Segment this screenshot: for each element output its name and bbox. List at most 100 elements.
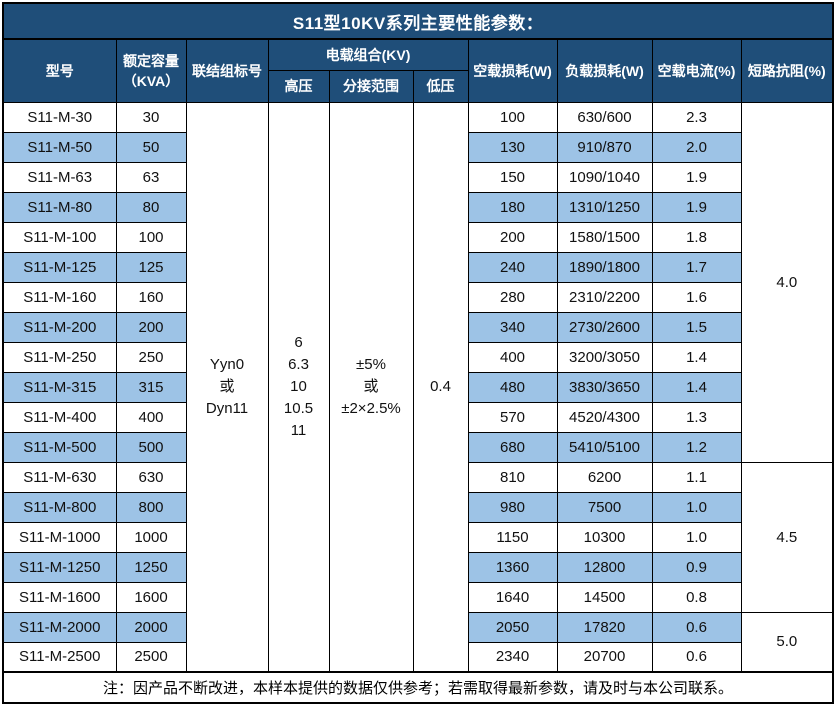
cell-no-load-loss: 570 — [467, 401, 558, 433]
table-row: S11-M-63 63 150 1090/1040 1.9 — [2, 161, 833, 193]
table-row: S11-M-315 315 480 3830/3650 1.4 — [2, 371, 833, 403]
header-voltage-combination: 电载组合(KV) — [267, 38, 469, 71]
cell-load-loss: 1310/1250 — [556, 191, 653, 223]
cell-load-loss: 12800 — [556, 551, 653, 583]
header-tap-range: 分接范围 — [328, 69, 414, 103]
cell-capacity: 1600 — [115, 581, 187, 613]
cell-load-loss: 17820 — [556, 611, 653, 643]
cell-no-load-current: 1.3 — [651, 401, 742, 433]
cell-no-load-current: 1.4 — [651, 371, 742, 403]
cell-no-load-loss: 180 — [467, 191, 558, 223]
cell-load-loss: 10300 — [556, 521, 653, 553]
table-body: S11-M-30 30 Yyn0 或 Dyn11 6 6.3 10 10.5 11 ±5% 或 ±2×2… — [2, 101, 834, 673]
cell-no-load-loss: 1360 — [467, 551, 558, 583]
cell-no-load-loss: 480 — [467, 371, 558, 403]
cell-no-load-current: 0.9 — [651, 551, 742, 583]
header-low-voltage: 低压 — [412, 69, 469, 103]
cell-connection-group-line: 或 — [219, 377, 235, 395]
cell-no-load-loss: 200 — [467, 221, 558, 253]
table-row: S11-M-2000 2000 2050 17820 0.6 5.0 — [2, 611, 834, 673]
cell-model: S11-M-2000 — [2, 611, 117, 643]
cell-no-load-current: 1.4 — [651, 341, 742, 373]
cell-capacity: 315 — [115, 371, 187, 403]
cell-no-load-current: 0.6 — [651, 641, 742, 673]
cell-capacity: 63 — [115, 161, 187, 193]
cell-impedance: 5.0 — [740, 611, 834, 673]
cell-no-load-current: 2.0 — [651, 131, 742, 163]
cell-load-loss: 5410/5100 — [556, 431, 653, 463]
table-row: S11-M-400 400 570 4520/4300 1.3 — [2, 401, 833, 433]
table-row: S11-M-100 100 200 1580/1500 1.8 — [2, 221, 833, 253]
header-no-load-current: 空载电流(%) — [651, 38, 742, 103]
cell-load-loss: 3200/3050 — [556, 341, 653, 373]
header-high-voltage: 高压 — [267, 69, 330, 103]
cell-model: S11-M-500 — [2, 431, 117, 463]
cell-capacity: 160 — [115, 281, 187, 313]
cell-no-load-current: 1.8 — [651, 221, 742, 253]
cell-high-voltage-line: 11 — [290, 421, 307, 439]
cell-high-voltage-line: 6.3 — [288, 355, 309, 373]
header-connection-group: 联结组标号 — [185, 38, 269, 103]
cell-capacity: 500 — [115, 431, 187, 463]
cell-no-load-loss: 100 — [467, 101, 558, 133]
cell-load-loss: 14500 — [556, 581, 653, 613]
cell-load-loss: 3830/3650 — [556, 371, 653, 403]
cell-model: S11-M-50 — [2, 131, 117, 163]
cell-capacity: 80 — [115, 191, 187, 223]
cell-capacity: 1250 — [115, 551, 187, 583]
header-capacity: 额定容量 （KVA） — [115, 38, 187, 103]
table-row: S11-M-50 50 130 910/870 2.0 — [2, 131, 833, 163]
header-short-circuit-impedance: 短路抗阻(%) — [740, 38, 834, 103]
table-row: S11-M-630 630 810 6200 1.1 4.5 — [2, 461, 834, 613]
footer-row: 注：因产品不断改进，本样本提供的数据仅供参考；若需取得最新参数，请及时与本公司联… — [2, 671, 834, 704]
cell-model: S11-M-30 — [2, 101, 117, 133]
cell-no-load-loss: 1150 — [467, 521, 558, 553]
cell-no-load-current: 1.9 — [651, 191, 742, 223]
cell-no-load-loss: 280 — [467, 281, 558, 313]
cell-no-load-current: 0.8 — [651, 581, 742, 613]
cell-model: S11-M-1000 — [2, 521, 117, 553]
cell-capacity: 800 — [115, 491, 187, 523]
cell-impedance: 4.0 — [740, 101, 834, 463]
cell-capacity: 30 — [115, 101, 187, 133]
cell-no-load-current: 0.6 — [651, 611, 742, 643]
table-row: S11-M-2500 2500 2340 20700 0.6 — [2, 641, 833, 673]
cell-no-load-current: 1.0 — [651, 521, 742, 553]
cell-tap-range-line: ±5% — [356, 355, 386, 373]
header-load-loss: 负载损耗(W) — [556, 38, 653, 103]
header-capacity-line1: 额定容量 — [123, 52, 179, 69]
table-row: S11-M-200 200 340 2730/2600 1.5 — [2, 311, 833, 343]
cell-load-loss: 6200 — [556, 461, 653, 493]
header-capacity-line2: （KVA） — [122, 72, 180, 89]
cell-capacity: 1000 — [115, 521, 187, 553]
cell-load-loss: 2730/2600 — [556, 311, 653, 343]
cell-capacity: 100 — [115, 221, 187, 253]
cell-model: S11-M-100 — [2, 221, 117, 253]
cell-tap-range-line: 或 — [363, 377, 379, 395]
table-row: S11-M-800 800 980 7500 1.0 — [2, 491, 833, 523]
cell-no-load-loss: 1640 — [467, 581, 558, 613]
cell-low-voltage: 0.4 — [412, 101, 469, 673]
cell-model: S11-M-80 — [2, 191, 117, 223]
table-row: S11-M-1250 1250 1360 12800 0.9 — [2, 551, 833, 583]
page-title: S11型10KV系列主要性能参数： — [2, 2, 834, 40]
cell-connection-group-line: Yyn0 — [209, 355, 245, 373]
cell-no-load-loss: 2050 — [467, 611, 558, 643]
cell-no-load-loss: 2340 — [467, 641, 558, 673]
cell-model: S11-M-2500 — [2, 641, 117, 673]
cell-no-load-loss: 680 — [467, 431, 558, 463]
table-row: S11-M-1600 1600 1640 14500 0.8 — [2, 581, 833, 613]
cell-high-voltage-line: 10.5 — [283, 399, 314, 417]
cell-no-load-current: 1.7 — [651, 251, 742, 283]
cell-capacity: 400 — [115, 401, 187, 433]
table-row: S11-M-500 500 680 5410/5100 1.2 — [2, 431, 833, 463]
table-row: S11-M-160 160 280 2310/2200 1.6 — [2, 281, 833, 313]
cell-model: S11-M-400 — [2, 401, 117, 433]
cell-no-load-current: 1.9 — [651, 161, 742, 193]
title-bar: S11型10KV系列主要性能参数： — [2, 2, 834, 40]
cell-no-load-current: 1.0 — [651, 491, 742, 523]
cell-model: S11-M-315 — [2, 371, 117, 403]
cell-connection-group-line: Dyn11 — [205, 399, 249, 417]
cell-no-load-current: 2.3 — [651, 101, 742, 133]
cell-load-loss: 2310/2200 — [556, 281, 653, 313]
